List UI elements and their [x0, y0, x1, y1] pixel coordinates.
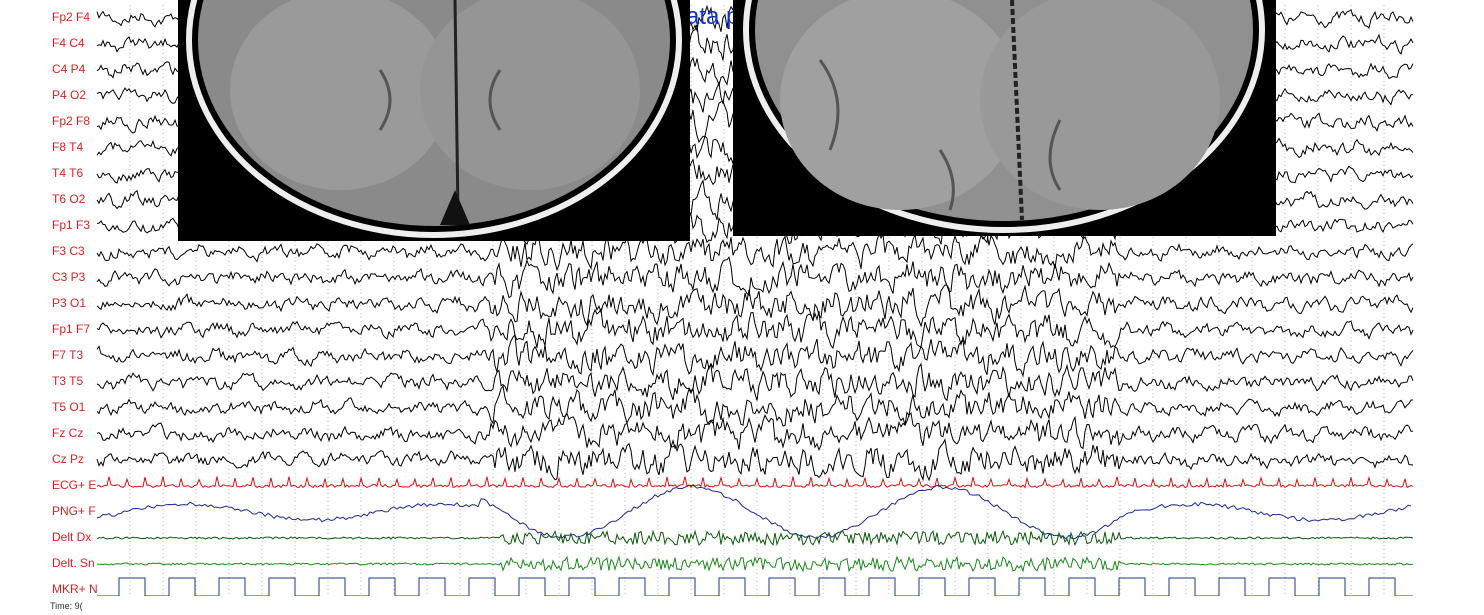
channel-label: MKR+ N — [52, 582, 98, 596]
channel-label: Fp1 F7 — [52, 322, 90, 336]
channel-label: F8 T4 — [52, 140, 83, 154]
eeg-figure: Fp2 F4 F4 C4 C4 P4 P4 O2 Fp2 F8 F8 T4 T4 T6 T6 … — [0, 0, 1484, 615]
channel-label: C3 P3 — [52, 270, 86, 284]
channel-label: F3 C3 — [52, 244, 85, 258]
footer-text: Time: 9( — [50, 601, 83, 611]
footer-band — [0, 596, 1484, 615]
channel-label: Fz Cz — [52, 426, 83, 440]
channel-label: Cz Pz — [52, 452, 84, 466]
channel-label: Fp1 F3 — [52, 218, 90, 232]
mri-right — [733, 0, 1276, 236]
channel-label: C4 P4 — [52, 62, 86, 76]
channel-label: T6 O2 — [52, 192, 86, 206]
overlay-text: ata p — [686, 3, 739, 30]
mri-left — [178, 0, 690, 241]
channel-label: ECG+ E — [52, 478, 96, 492]
channel-label: F4 C4 — [52, 36, 85, 50]
channel-label: Fp2 F8 — [52, 114, 90, 128]
channel-label: F7 T3 — [52, 348, 83, 362]
channel-label: Delt Dx — [52, 530, 91, 544]
channel-label: Delt. Sn — [52, 556, 95, 570]
channel-label: T3 T5 — [52, 374, 83, 388]
channel-label: T4 T6 — [52, 166, 83, 180]
channel-label: Fp2 F4 — [52, 10, 90, 24]
channel-label: T5 O1 — [52, 400, 86, 414]
channel-label: P4 O2 — [52, 88, 86, 102]
channel-label: P3 O1 — [52, 296, 86, 310]
channel-label: PNG+ F — [52, 504, 96, 518]
